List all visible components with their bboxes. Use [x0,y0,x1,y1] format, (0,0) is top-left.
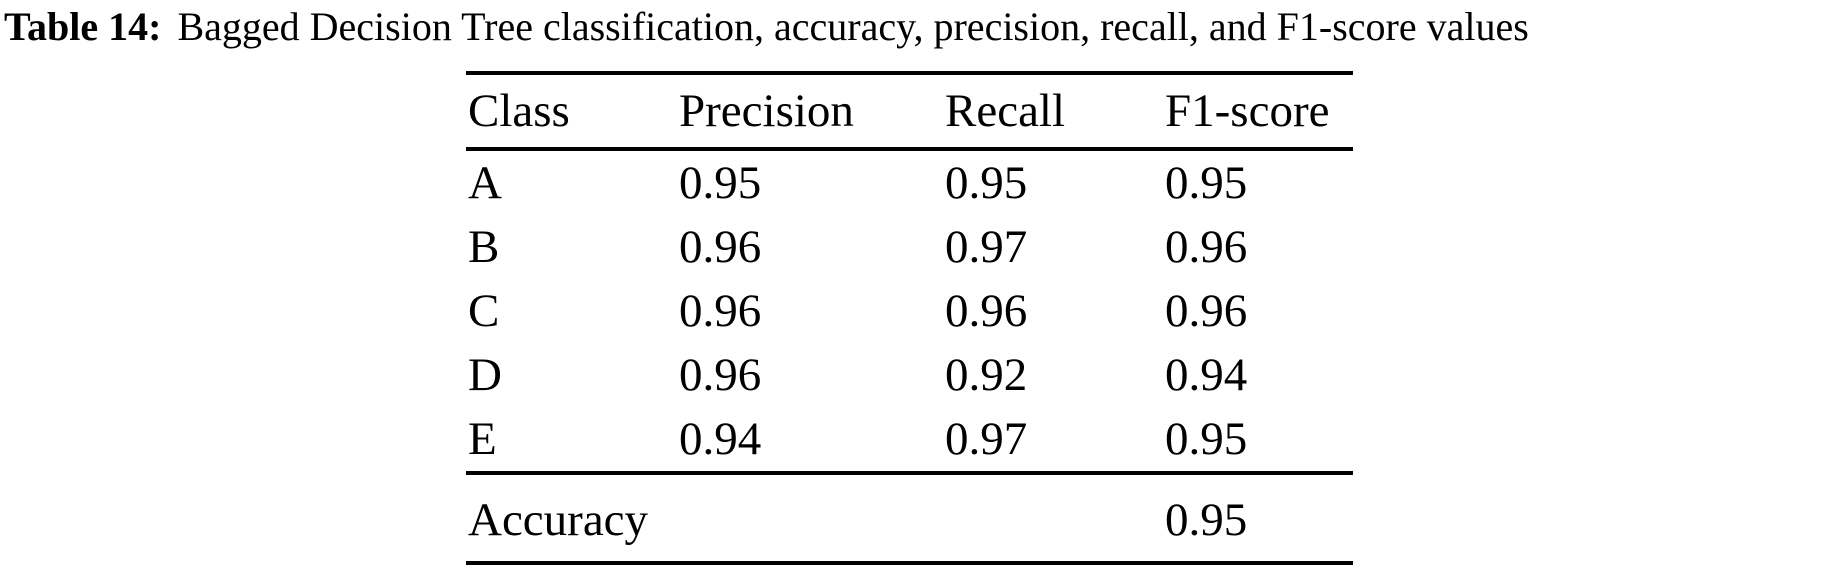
cell-precision: 0.95 [679,157,762,209]
cell-class: E [468,413,497,465]
cell-class: D [468,349,502,401]
cell-f1: 0.96 [1165,285,1248,337]
cell-precision: 0.96 [679,221,762,273]
table-footer-rule [466,471,1353,475]
caption-text: Bagged Decision Tree classification, acc… [177,4,1529,49]
table-row-c: C 0.96 0.96 0.96 [466,279,1353,343]
header-f1-score: F1-score [1165,85,1330,137]
table-bottom-rule [466,561,1353,565]
table-row-b: B 0.96 0.97 0.96 [466,215,1353,279]
cell-f1: 0.96 [1165,221,1248,273]
header-class: Class [468,85,570,137]
header-recall: Recall [945,85,1066,137]
cell-class: B [468,221,500,273]
cell-recall: 0.97 [945,221,1028,273]
results-table: Class Precision Recall F1-score A 0.95 0… [466,71,1353,565]
header-precision: Precision [679,85,854,137]
cell-class: C [468,285,500,337]
cell-f1: 0.95 [1165,157,1248,209]
cell-recall: 0.95 [945,157,1028,209]
cell-f1: 0.94 [1165,349,1248,401]
cell-precision: 0.96 [679,285,762,337]
cell-recall: 0.96 [945,285,1028,337]
caption-label: Table 14: [4,4,162,49]
cell-recall: 0.92 [945,349,1028,401]
table-top-rule [466,71,1353,75]
cell-precision: 0.94 [679,413,762,465]
table-row-d: D 0.96 0.92 0.94 [466,343,1353,407]
table-row-e: E 0.94 0.97 0.95 [466,407,1353,471]
table-accuracy-row: Accuracy 0.95 [466,475,1353,561]
cell-recall: 0.97 [945,413,1028,465]
table-header-rule [466,147,1353,151]
cell-precision: 0.96 [679,349,762,401]
table-header-row: Class Precision Recall F1-score [466,75,1353,147]
table-caption: Table 14: Bagged Decision Tree classifica… [4,0,1818,54]
cell-class: A [468,157,502,209]
accuracy-label: Accuracy [468,494,649,546]
accuracy-value: 0.95 [1165,494,1248,546]
cell-f1: 0.95 [1165,413,1248,465]
table-row-a: A 0.95 0.95 0.95 [466,151,1353,215]
